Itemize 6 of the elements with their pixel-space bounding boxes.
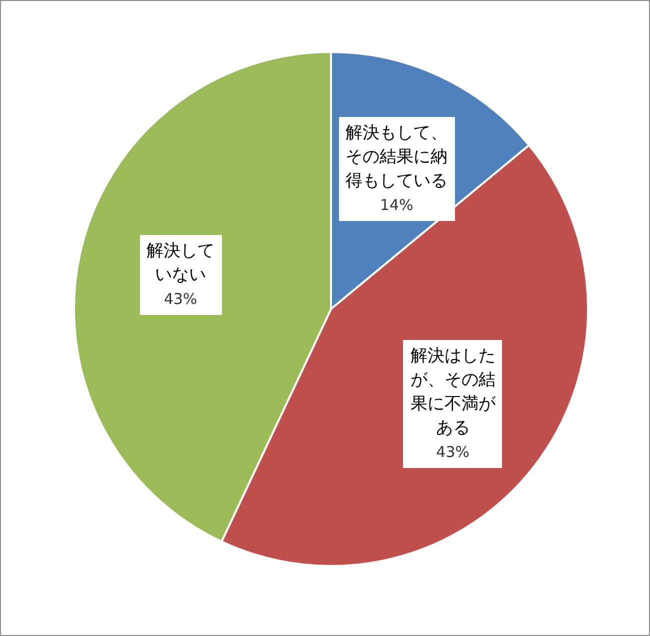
data-label: 14% — [378, 195, 414, 216]
slice-label: 解決していない — [146, 240, 216, 288]
data-label: 43% — [435, 442, 470, 462]
slice-label: 解決はしたが、その結果に不満がある — [409, 344, 496, 440]
data-label: 43% — [162, 289, 198, 310]
slice-label: 解決もして、その結果に納得もしている — [344, 122, 449, 194]
